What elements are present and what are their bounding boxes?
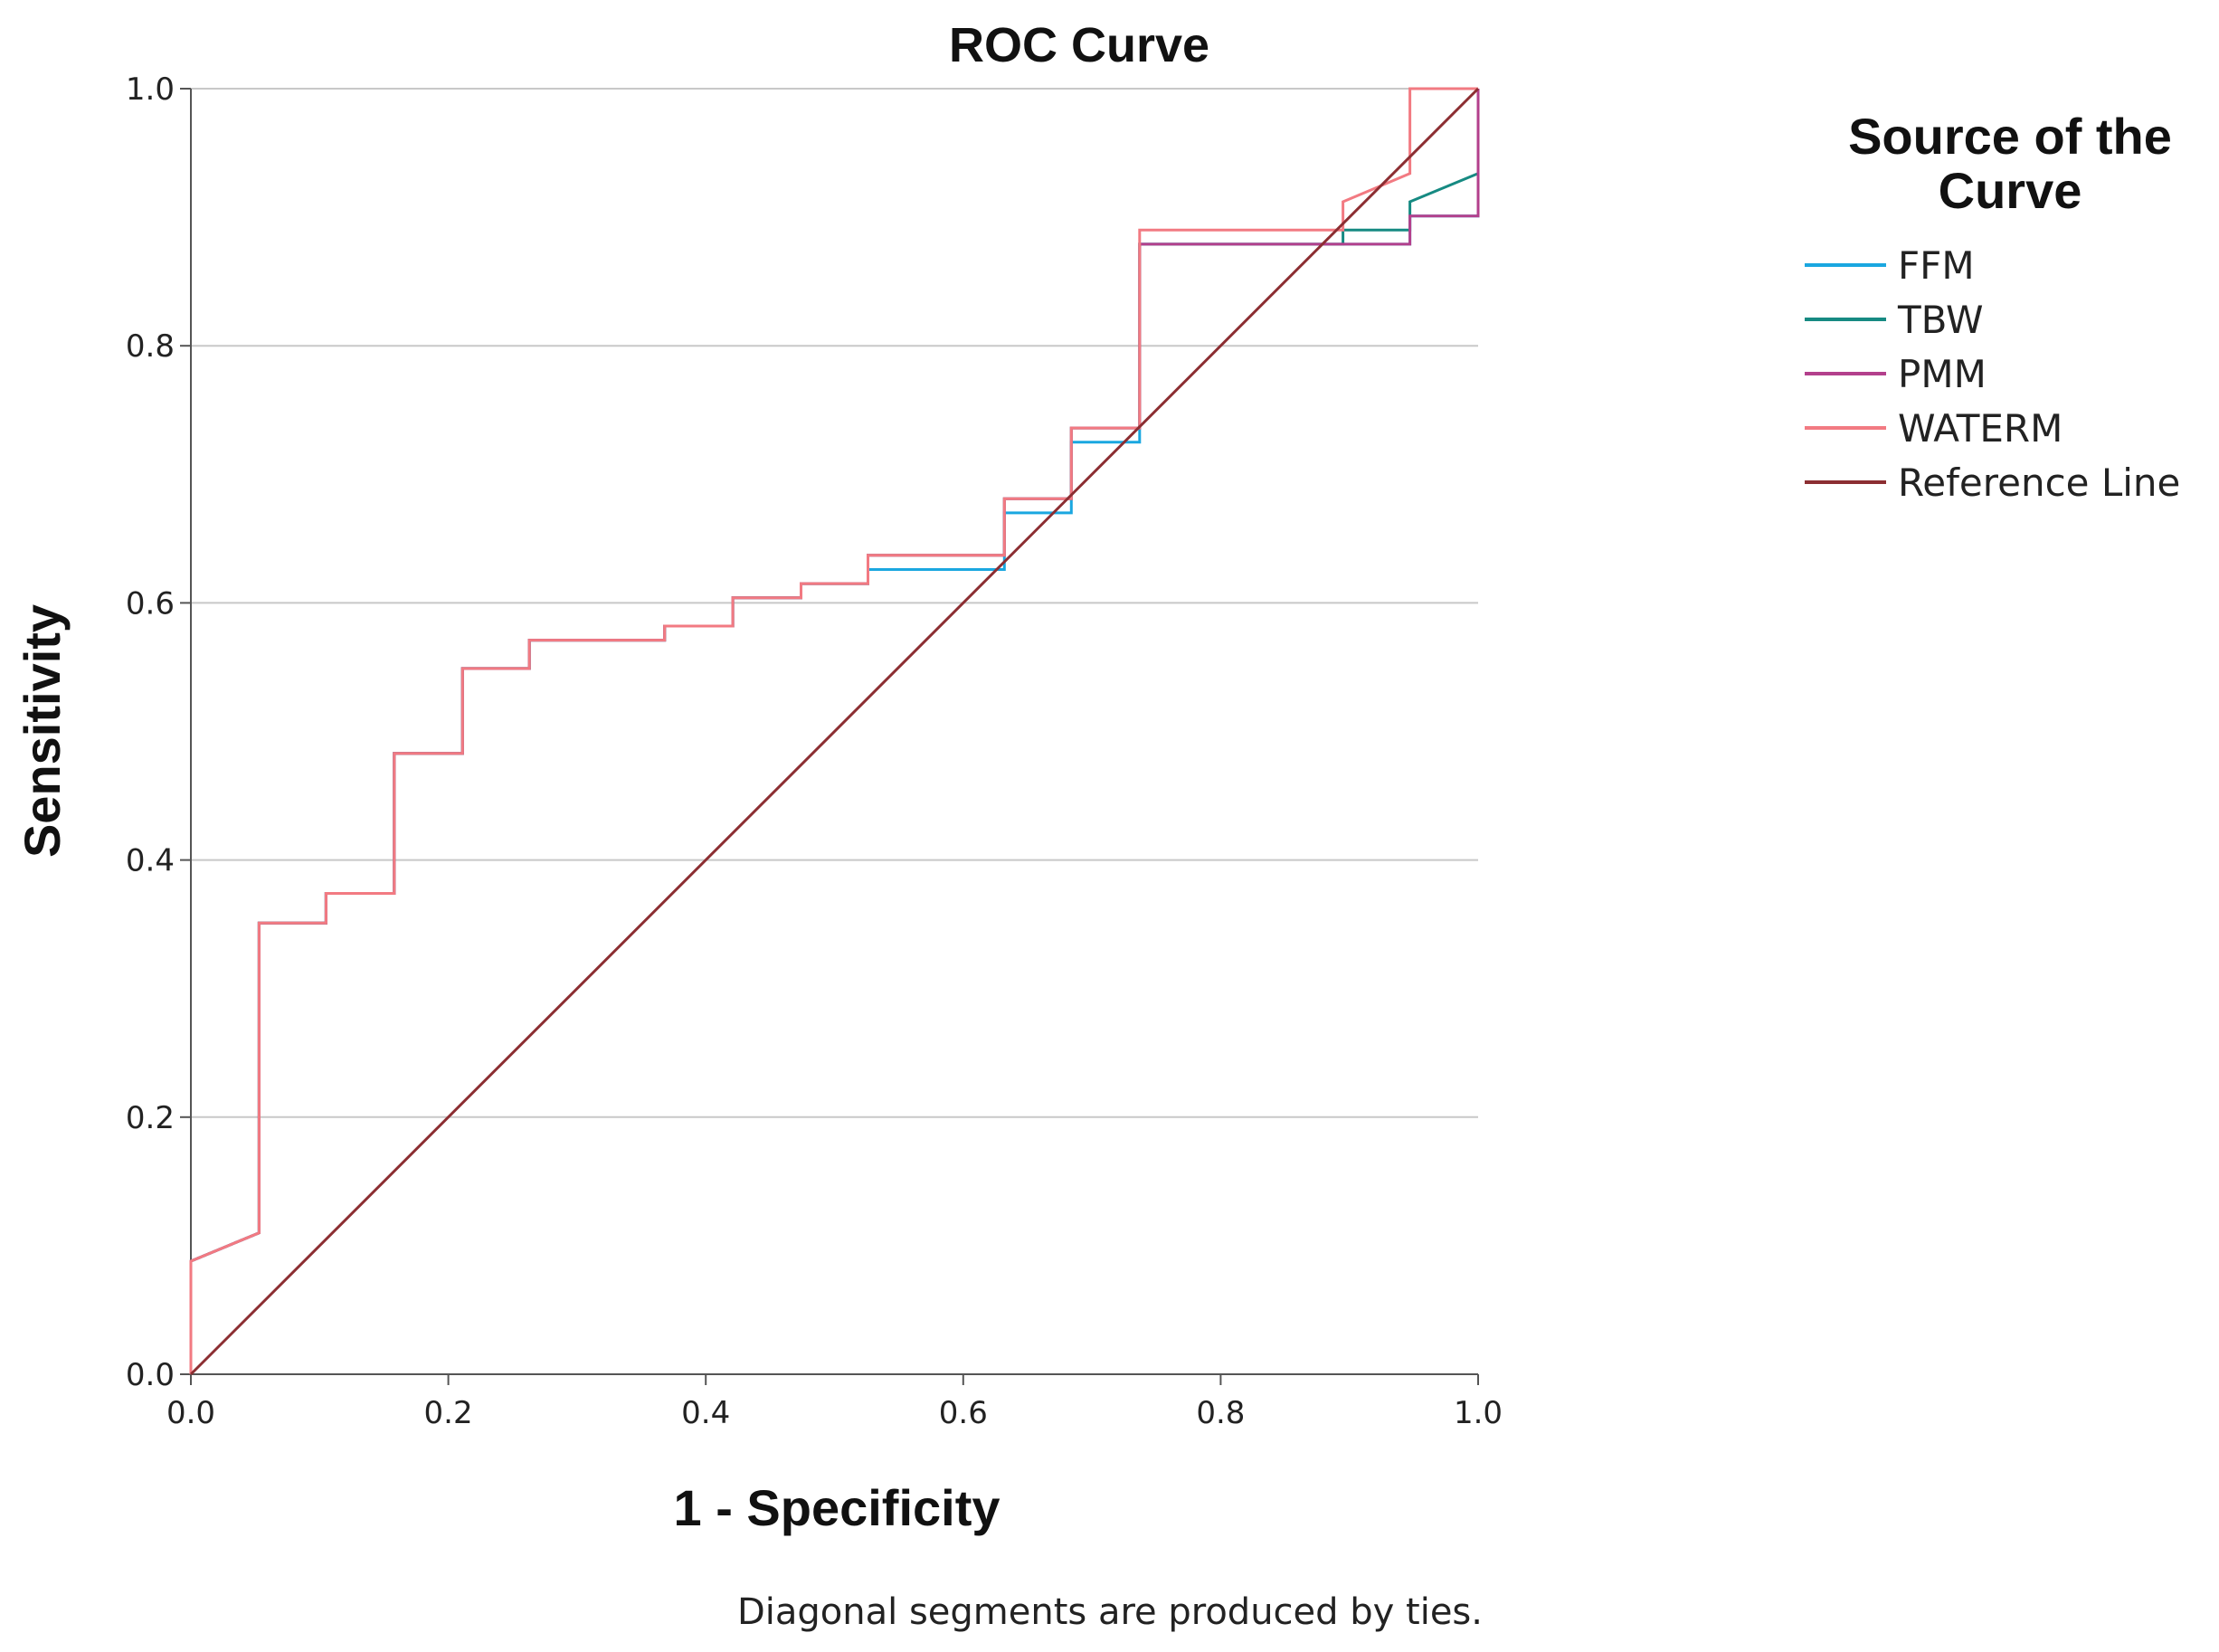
x-tick-label-0: 0.0 [166, 1395, 215, 1431]
legend-label-ffm: FFM [1898, 243, 1975, 288]
gridlines [191, 88, 1478, 1118]
y-tick-label-0: 0.0 [126, 1357, 175, 1393]
legend: Source of the Curve FFM TBW PMM WATERM Refere… [1805, 108, 2180, 505]
legend-title: Source of the Curve [1848, 108, 2172, 219]
series-line-waterm [189, 87, 1478, 1374]
y-tick-label-2: 0.4 [126, 843, 175, 879]
chart-title: ROC Curve [949, 18, 1209, 72]
y-tick-label-5: 1.0 [126, 71, 175, 108]
legend-label-waterm: WATERM [1898, 406, 2063, 451]
x-tick-label-2: 0.4 [681, 1395, 730, 1431]
legend-label-tbw: TBW [1897, 298, 1984, 342]
y-axis-label: Sensitivity [14, 604, 71, 858]
legend-label-reference-line: Reference Line [1898, 460, 2180, 505]
axes [190, 89, 1478, 1375]
x-tick-label-3: 0.6 [939, 1395, 988, 1431]
x-tick-label-4: 0.8 [1196, 1395, 1245, 1431]
x-axis-label: 1 - Specificity [673, 1479, 1000, 1536]
x-tick-label-5: 1.0 [1454, 1395, 1503, 1431]
legend-label-pmm: PMM [1898, 352, 1987, 396]
y-tick-label-1: 0.2 [126, 1100, 175, 1136]
y-tick-label-4: 0.8 [126, 328, 175, 365]
legend-title-line-1: Source of the [1848, 108, 2172, 165]
footnote: Diagonal segments are produced by ties. [737, 1591, 1483, 1633]
ticks: 0.0 0.2 0.4 0.6 0.8 1.0 0.0 0.2 0.4 0.6 0.8 1.0 [126, 71, 1503, 1431]
x-tick-label-1: 0.2 [424, 1395, 473, 1431]
series-line-reference-line [189, 87, 1480, 1376]
legend-title-line-2: Curve [1939, 162, 2082, 219]
y-tick-label-3: 0.6 [126, 585, 175, 622]
series-lines [189, 87, 1480, 1376]
